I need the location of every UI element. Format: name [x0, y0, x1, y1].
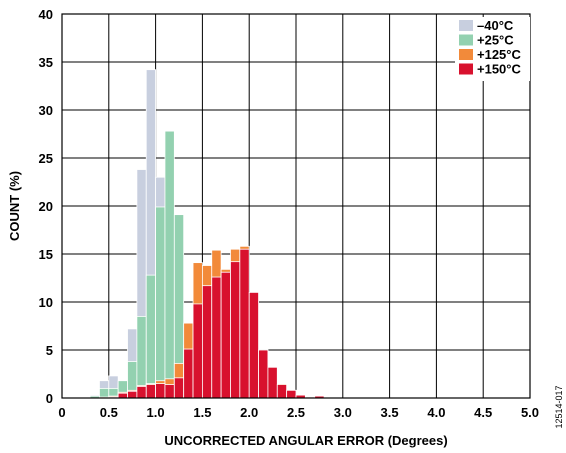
- histogram-bar: [164, 130, 175, 399]
- histogram-bar: [164, 384, 175, 399]
- histogram-bar: [127, 390, 138, 399]
- histogram-bar: [267, 366, 278, 399]
- y-tick-label: 25: [39, 151, 53, 166]
- histogram-bar: [99, 387, 110, 399]
- legend-swatch: [459, 49, 473, 60]
- y-tick-label: 0: [46, 391, 53, 406]
- histogram-bar: [211, 276, 222, 399]
- histogram-bar: [192, 303, 203, 399]
- y-tick-label: 30: [39, 103, 53, 118]
- histogram-bar: [239, 248, 250, 399]
- histogram-bar: [136, 386, 147, 399]
- x-tick-label: 2.0: [240, 405, 258, 420]
- x-tick-label: 5.0: [521, 405, 539, 420]
- legend: –40°C+25°C+125°C+150°C: [455, 17, 530, 81]
- x-tick-label: 4.5: [474, 405, 492, 420]
- legend-label: +125°C: [477, 47, 521, 62]
- histogram-bar: [201, 285, 213, 399]
- legend-swatch: [459, 34, 473, 46]
- x-tick-label: 2.5: [287, 405, 305, 420]
- x-tick-label: 1.5: [193, 405, 211, 420]
- histogram-bar: [173, 377, 185, 399]
- y-tick-label: 5: [46, 343, 53, 358]
- histogram-bar: [220, 271, 231, 399]
- histogram-bar: [155, 383, 166, 399]
- y-axis-title: COUNT (%): [7, 171, 22, 241]
- histogram-bar: [286, 389, 297, 399]
- x-tick-labels: 0 0.5 1.0 1.5 2.0 2.5 3.0 3.5 4.0 4.5 5.0: [58, 405, 539, 420]
- x-tick-label: 1.0: [147, 405, 165, 420]
- histogram-bar: [276, 384, 288, 399]
- legend-label: –40°C: [477, 18, 514, 33]
- x-tick-label: 3.0: [334, 405, 352, 420]
- legend-label: +150°C: [477, 62, 521, 77]
- x-axis-title: UNCORRECTED ANGULAR ERROR (Degrees): [164, 433, 447, 448]
- y-tick-labels: 0 5 10 15 20 25 30 35 40: [39, 7, 53, 406]
- series-2: [89, 130, 203, 399]
- y-tick-label: 15: [39, 247, 53, 262]
- histogram-bar: [183, 348, 194, 399]
- y-tick-label: 20: [39, 199, 53, 214]
- histogram-bar: [230, 261, 241, 399]
- y-tick-label: 10: [39, 295, 53, 310]
- x-tick-label: 0.5: [100, 405, 118, 420]
- legend-swatch: [459, 63, 473, 75]
- legend-label: +25°C: [477, 33, 514, 48]
- histogram-bar: [248, 291, 259, 399]
- x-tick-label: 4.0: [427, 405, 445, 420]
- histogram-bar: [117, 392, 128, 399]
- y-tick-label: 35: [39, 55, 53, 70]
- histogram-bar: [145, 384, 157, 399]
- x-tick-label: 0: [58, 405, 65, 420]
- figure-code: 12514-017: [554, 385, 564, 428]
- legend-swatch: [459, 20, 473, 31]
- plot-frame: [61, 13, 531, 399]
- x-tick-label: 3.5: [381, 405, 399, 420]
- histogram-bar: [258, 349, 269, 399]
- histogram-bar: [155, 206, 166, 399]
- histogram-bar: [145, 274, 157, 399]
- y-tick-label: 40: [39, 7, 53, 22]
- histogram-bars: [89, 69, 325, 399]
